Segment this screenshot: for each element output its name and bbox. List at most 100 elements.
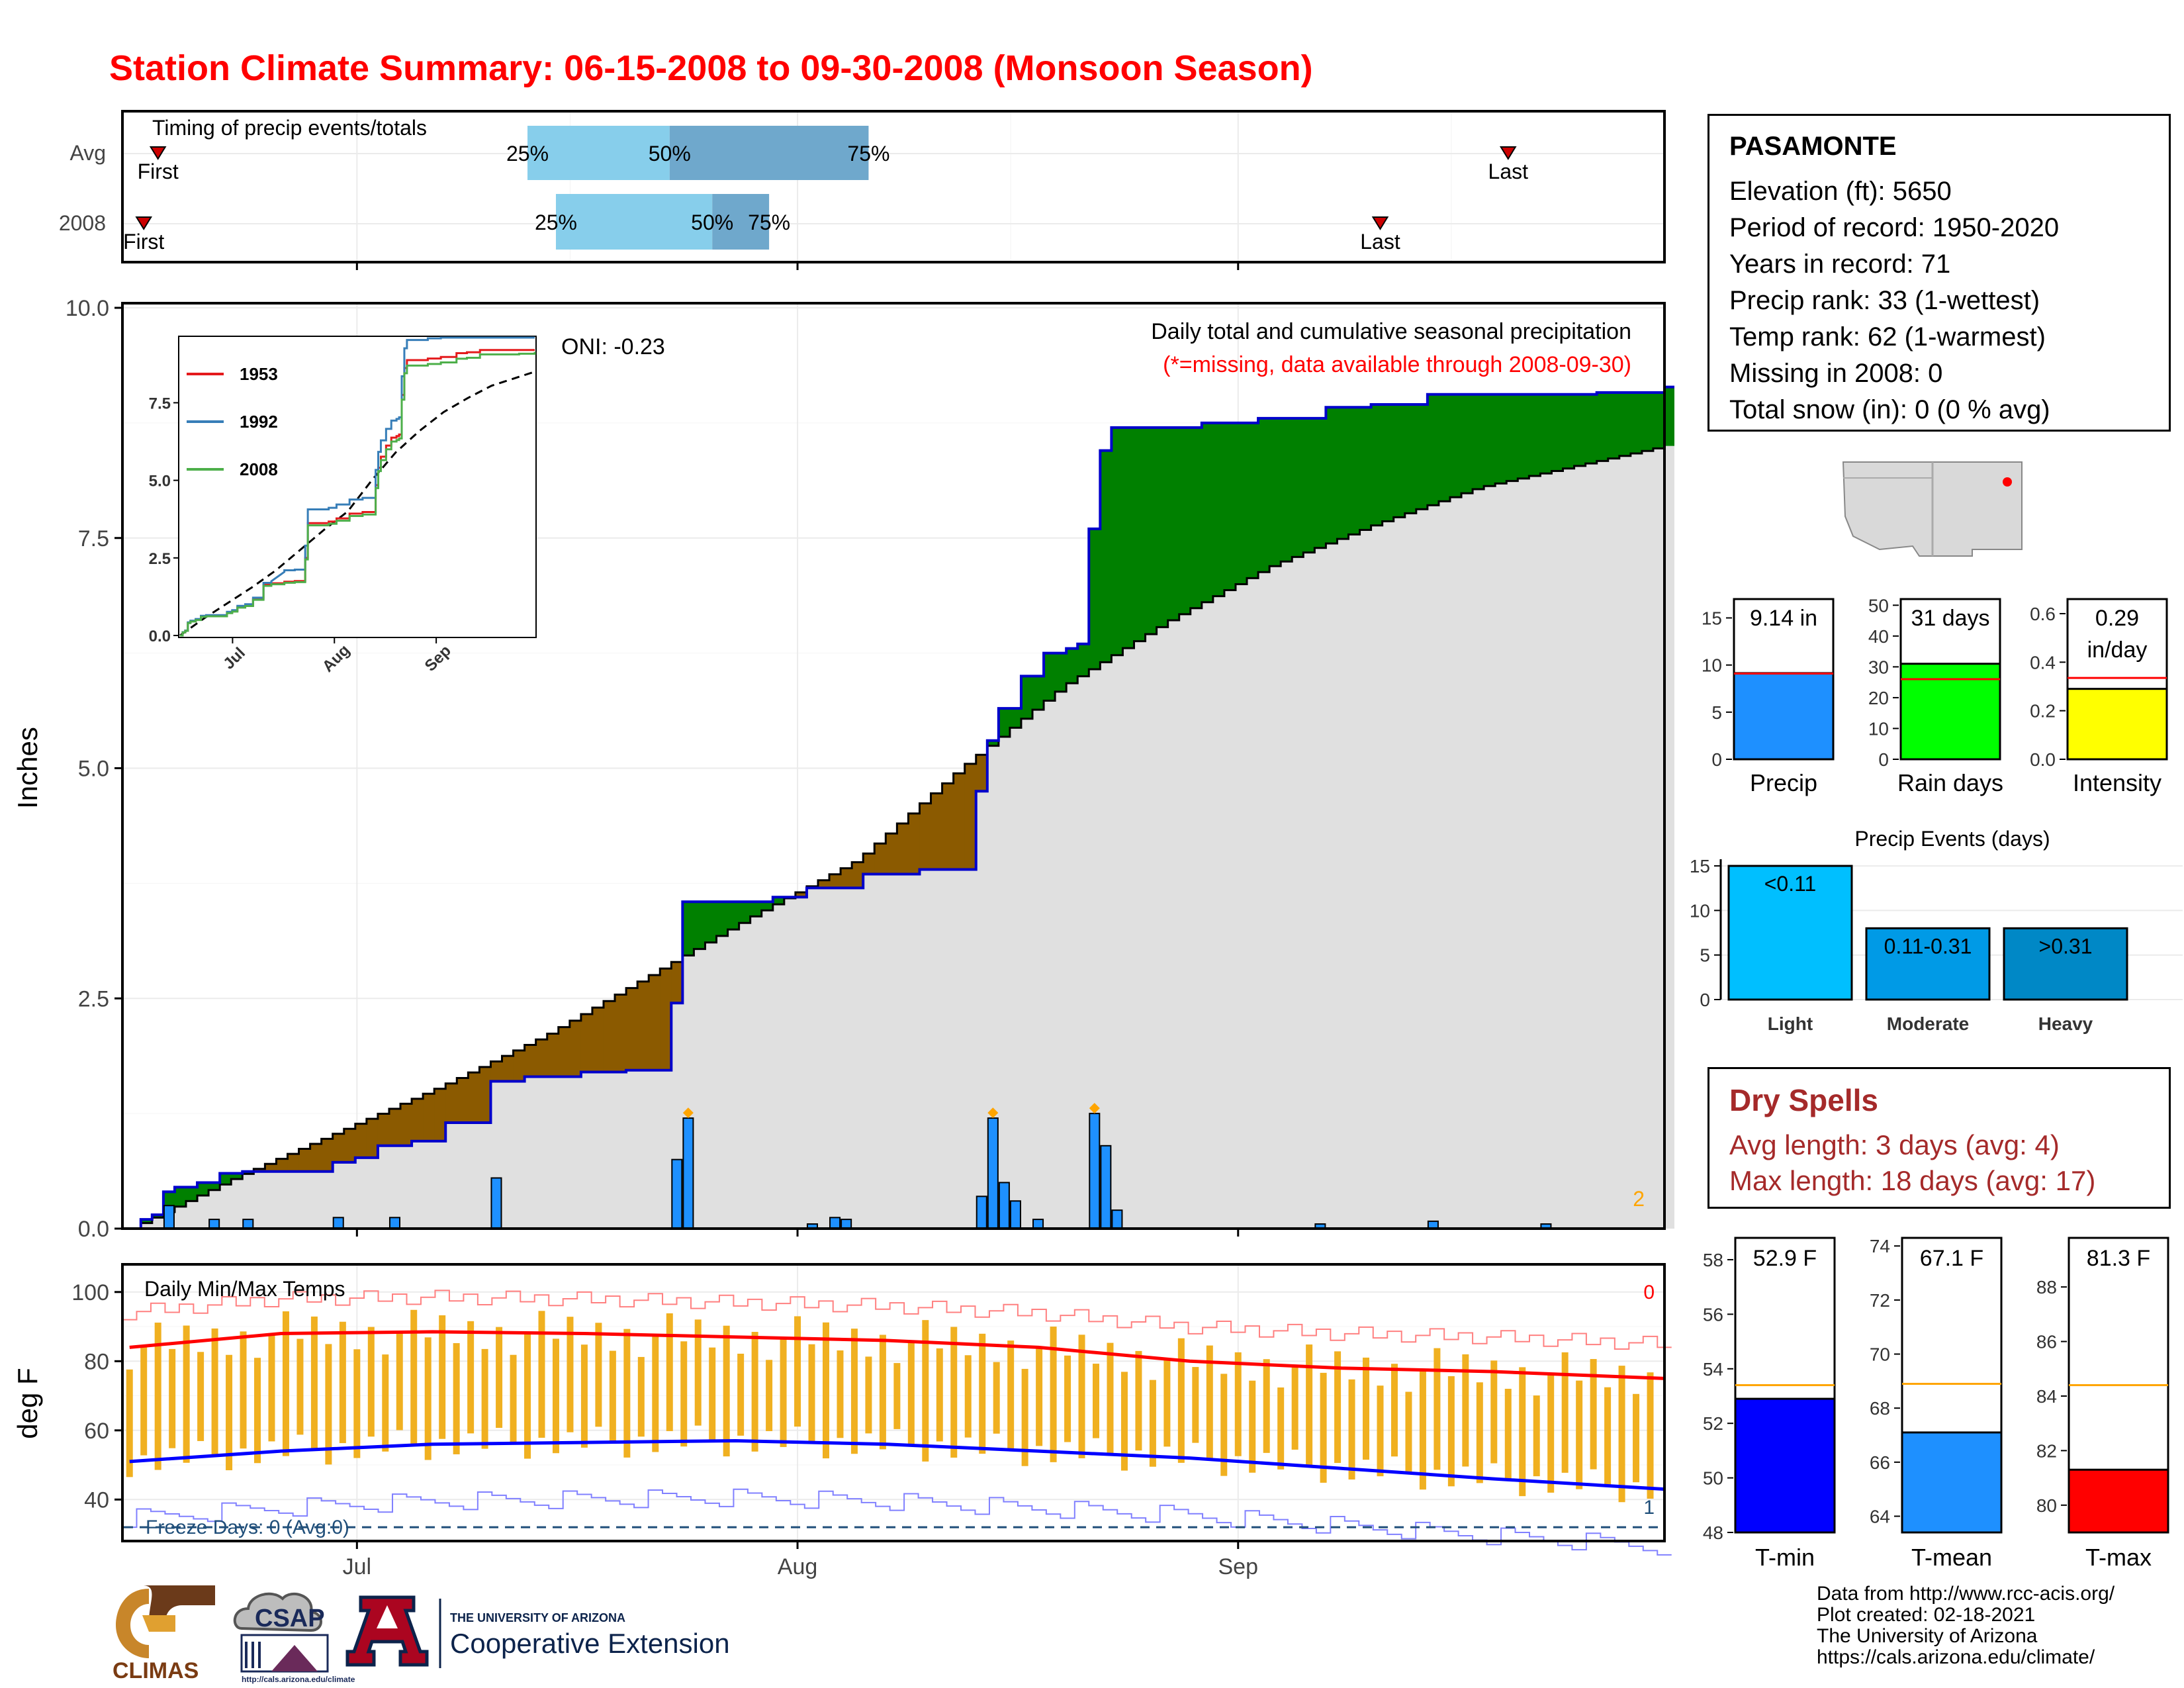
temp-bar-value: 81.3 F xyxy=(2087,1246,2150,1271)
timing-bar-q50-q75 xyxy=(712,194,770,250)
inset-legend-label: 1953 xyxy=(240,364,278,384)
timing-last-marker xyxy=(1371,216,1389,230)
daily-temp-bar xyxy=(850,1329,858,1454)
summary-bar-value: 0.29 xyxy=(2095,606,2139,631)
event-bar-Moderate xyxy=(1865,927,1991,1001)
summary-y-tick-label: 0.0 xyxy=(2030,749,2056,770)
above-avg-fill xyxy=(1201,422,1214,602)
daily-temp-bar xyxy=(623,1329,631,1458)
daily-temp-bar xyxy=(723,1325,730,1457)
daily-temp-bar xyxy=(183,1325,190,1463)
above-avg-fill xyxy=(1281,418,1293,562)
below-avg-fill xyxy=(287,1154,300,1172)
daily-temp-bar xyxy=(979,1333,986,1454)
timing-frame xyxy=(121,110,1666,263)
daily-precip-bar xyxy=(208,1219,220,1229)
above-avg-fill xyxy=(1190,427,1203,608)
record-high-line xyxy=(122,1289,1672,1350)
below-avg-fill xyxy=(671,962,683,1004)
inset-avg-line xyxy=(179,371,535,637)
daily-temp-bar xyxy=(893,1363,901,1429)
precip-y-label: Inches xyxy=(12,727,43,809)
above-avg-fill xyxy=(1156,427,1169,628)
daily-temp-bar xyxy=(567,1317,574,1432)
daily-temp-bar xyxy=(1419,1370,1426,1490)
event-bar-label: Heavy xyxy=(2038,1013,2093,1034)
above-avg-fill xyxy=(220,1173,232,1185)
summary-bar-label: Precip xyxy=(1750,769,1817,796)
temp-y-tick-label: 66 xyxy=(1870,1452,1890,1473)
daily-precip-bar xyxy=(976,1196,987,1229)
above-avg-fill xyxy=(1506,394,1518,481)
above-avg-fill xyxy=(1326,407,1338,543)
summary-y-tick-label: 30 xyxy=(1868,657,1889,677)
below-avg-fill xyxy=(355,1123,367,1158)
daily-temp-bar xyxy=(211,1328,218,1456)
daily-precip-bar xyxy=(998,1182,1010,1229)
daily-temp-bar xyxy=(367,1327,375,1437)
below-avg-fill xyxy=(795,892,807,898)
summary-bar-Intensity xyxy=(2066,688,2168,761)
above-avg-fill xyxy=(1461,394,1473,494)
summary-y-tick-label: 40 xyxy=(1868,626,1889,647)
below-avg-fill xyxy=(535,1039,548,1077)
below-avg-fill xyxy=(502,1056,514,1082)
extreme-day-marker xyxy=(1089,1103,1100,1114)
above-avg-fill xyxy=(1619,392,1631,456)
above-avg-fill xyxy=(1100,450,1112,663)
daily-temp-bar xyxy=(1433,1348,1441,1470)
daily-temp-bar xyxy=(1490,1360,1498,1464)
dry-spells-box: Dry Spells Avg length: 3 days (avg: 4) M… xyxy=(1707,1067,2171,1209)
daily-temp-bar xyxy=(1363,1357,1370,1460)
daily-temp-bar xyxy=(1021,1368,1028,1466)
y-tick-label: 80 xyxy=(84,1349,109,1374)
above-avg-fill xyxy=(1359,407,1372,530)
below-avg-fill xyxy=(321,1139,334,1172)
ua-logo: THE UNIVERSITY OF ARIZONA Cooperative Ex… xyxy=(345,1595,730,1668)
below-avg-fill xyxy=(953,773,966,870)
daily-temp-bar xyxy=(652,1335,659,1452)
daily-temp-bar xyxy=(296,1338,304,1435)
below-avg-fill xyxy=(637,981,649,1070)
above-avg-fill xyxy=(1540,394,1553,474)
csap-logo: CSAP http://cals.arizona.edu/climate xyxy=(233,1592,355,1684)
daily-temp-bar xyxy=(1078,1335,1085,1458)
daily-temp-bar xyxy=(1050,1327,1057,1462)
daily-temp-bar xyxy=(694,1319,702,1426)
daily-temp-bar xyxy=(552,1338,559,1454)
above-avg-fill xyxy=(739,902,751,923)
csap-logo-url: http://cals.arizona.edu/climate xyxy=(242,1675,355,1684)
event-bar-Light xyxy=(1727,865,1853,1001)
station-snow: Total snow (in): 0 (0 % avg) xyxy=(1729,395,2050,424)
below-avg-fill xyxy=(343,1129,356,1162)
below-avg-fill xyxy=(817,880,830,888)
temp-y-tick-label: 58 xyxy=(1703,1250,1723,1270)
above-avg-fill xyxy=(1066,648,1078,684)
above-avg-fill xyxy=(1224,422,1236,590)
daily-temp-bar xyxy=(1007,1340,1015,1450)
daily-precip-bar xyxy=(841,1219,852,1229)
daily-temp-bar xyxy=(680,1341,688,1447)
above-avg-fill xyxy=(140,1219,153,1223)
daily-precip-bar xyxy=(682,1117,694,1229)
daily-temp-bar xyxy=(1249,1380,1256,1473)
above-avg-fill xyxy=(1551,394,1564,471)
station-name: PASAMONTE xyxy=(1729,132,1897,161)
timing-last-marker xyxy=(1499,146,1517,160)
summary-y-tick-label: 15 xyxy=(1702,608,1722,628)
station-temp-rank: Temp rank: 62 (1-warmest) xyxy=(1729,322,2046,352)
events-title: Precip Events (days) xyxy=(1854,827,2050,851)
daily-temp-bar xyxy=(524,1333,531,1459)
precip-corner-count: 2 xyxy=(1633,1187,1645,1211)
below-avg-fill xyxy=(265,1164,277,1172)
x-tick-label: Jul xyxy=(343,1554,371,1579)
above-avg-fill xyxy=(1021,676,1033,719)
below-avg-fill xyxy=(886,833,897,874)
daily-temp-bar xyxy=(310,1316,318,1450)
timing-p75-label: 75% xyxy=(847,142,889,165)
above-avg-fill xyxy=(727,902,740,930)
temp-bar-label: T-mean xyxy=(1911,1544,1992,1571)
above-avg-fill xyxy=(1416,404,1428,510)
daily-temp-bar xyxy=(1334,1351,1342,1464)
daily-temp-bar xyxy=(1590,1359,1597,1470)
